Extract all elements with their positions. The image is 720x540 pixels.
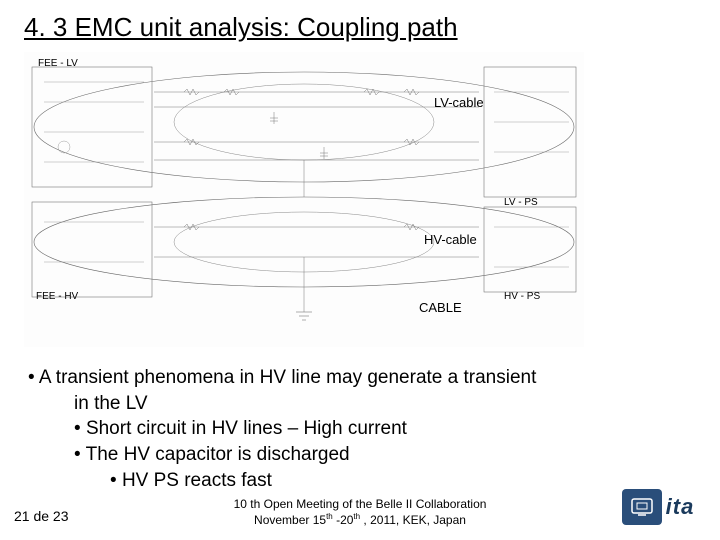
label-hv-ps: HV - PS	[504, 291, 540, 302]
bullet-2a: Short circuit in HV lines – High current	[28, 416, 692, 442]
label-lv-cable: LV-cable	[434, 95, 484, 110]
slide-title: 4. 3 EMC unit analysis: Coupling path	[0, 0, 720, 51]
page-number: 21 de 23	[14, 508, 69, 524]
bullet-3a: HV PS reacts fast	[28, 468, 692, 494]
footer-line1: 10 th Open Meeting of the Belle II Colla…	[234, 497, 487, 512]
coupling-path-diagram: FEE - LV FEE - HV LV-cable HV-cable LV -…	[24, 52, 584, 347]
bullet-1-cont: in the LV	[28, 391, 692, 417]
ita-logo: ita	[610, 486, 706, 528]
label-hv-cable: HV-cable	[424, 232, 477, 247]
label-fee-hv: FEE - HV	[36, 291, 79, 302]
bullet-list: A transient phenomena in HV line may gen…	[28, 365, 692, 493]
footer-text: 10 th Open Meeting of the Belle II Colla…	[234, 497, 487, 528]
logo-icon	[622, 489, 662, 525]
label-cable: CABLE	[419, 300, 462, 315]
label-lv-ps: LV - PS	[504, 197, 538, 208]
bullet-2b: The HV capacitor is discharged	[28, 442, 692, 468]
footer-line2: November 15th -20th , 2011, KEK, Japan	[234, 512, 487, 528]
label-fee-lv: FEE - LV	[38, 58, 78, 69]
bullet-1: A transient phenomena in HV line may gen…	[28, 365, 692, 391]
logo-text: ita	[666, 494, 695, 520]
